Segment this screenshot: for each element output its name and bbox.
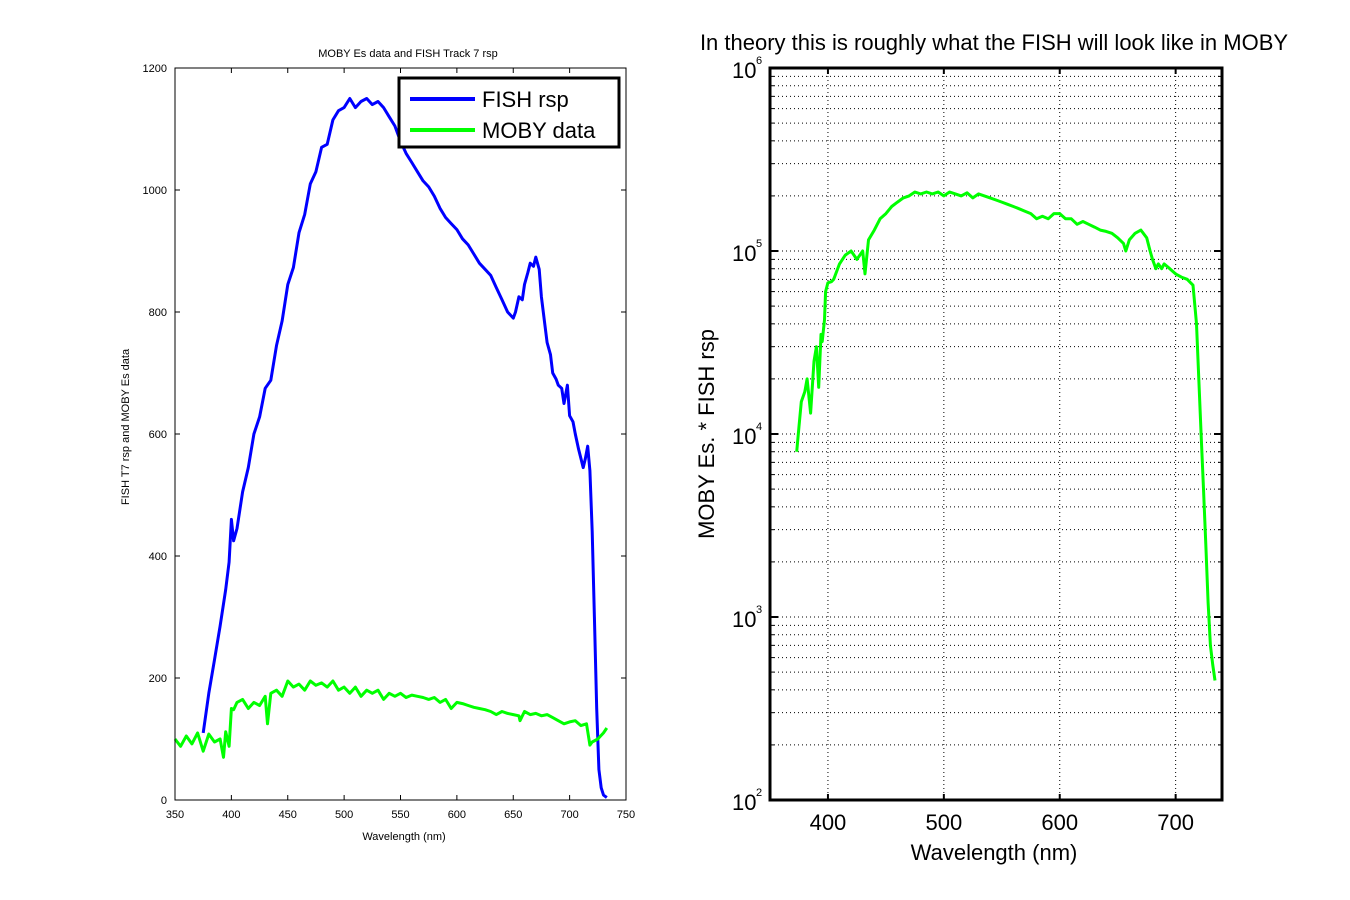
x-tick-label: 400	[810, 810, 847, 835]
x-tick-label: 350	[166, 809, 184, 821]
y-tick-label: 1000	[143, 185, 167, 197]
y-tick-label-exponent: 4	[756, 421, 762, 433]
y-tick-label: 200	[149, 673, 167, 685]
x-tick-label: 500	[925, 810, 962, 835]
line-series-product	[795, 190, 1217, 681]
legend-box	[397, 76, 621, 149]
x-tick-label: 750	[617, 809, 635, 821]
left-y-axis-label: FISH T7 rsp and MOBY Es data	[120, 348, 132, 505]
y-tick-label: 400	[149, 551, 167, 563]
y-tick-label-base: 10	[732, 790, 756, 815]
x-tick-label: 700	[1157, 810, 1194, 835]
left-legend: FISH rsp MOBY data	[397, 76, 621, 149]
y-tick-label-exponent: 6	[756, 55, 762, 67]
x-tick-label: 650	[504, 809, 522, 821]
right-grid	[770, 68, 1222, 801]
right-chart-title: In theory this is roughly what the FISH …	[700, 30, 1288, 55]
left-chart-title: MOBY Es data and FISH Track 7 rsp	[318, 48, 498, 60]
y-tick-label: 1200	[143, 63, 167, 75]
y-tick-label-base: 10	[732, 241, 756, 266]
right-x-axis-label: Wavelength (nm)	[911, 840, 1078, 865]
left-axis-ticks: 350 400 450 500 550 600 650 700 750 0 200 400 600 800…	[143, 63, 636, 821]
y-tick-label: 0	[161, 795, 167, 807]
right-plot-lines	[795, 190, 1217, 681]
y-tick-label: 800	[149, 307, 167, 319]
x-tick-label: 550	[391, 809, 409, 821]
y-tick-label-base: 10	[732, 424, 756, 449]
x-tick-label: 500	[335, 809, 353, 821]
x-tick-label: 400	[222, 809, 240, 821]
right-y-axis-label: MOBY Es. * FISH rsp	[694, 329, 719, 539]
y-tick-label-exponent: 5	[756, 238, 762, 250]
left-x-axis-label: Wavelength (nm)	[362, 831, 445, 843]
line-series-moby-data	[173, 679, 609, 759]
x-tick-label: 450	[279, 809, 297, 821]
x-tick-label: 700	[560, 809, 578, 821]
y-tick-label-base: 10	[732, 58, 756, 83]
y-tick-label-base: 10	[732, 607, 756, 632]
y-tick-label: 600	[149, 429, 167, 441]
left-chart: 350 400 450 500 550 600 650 700 750 0 200 400 600 800…	[120, 48, 635, 843]
x-tick-label: 600	[1041, 810, 1078, 835]
legend-fish-label: FISH rsp	[482, 87, 569, 112]
y-tick-label-exponent: 3	[756, 604, 762, 616]
line-series-fish-rsp	[201, 97, 608, 799]
legend-moby-label: MOBY data	[482, 118, 596, 143]
x-tick-label: 600	[448, 809, 466, 821]
y-tick-label-exponent: 2	[756, 787, 762, 799]
left-plot-lines	[173, 97, 609, 799]
